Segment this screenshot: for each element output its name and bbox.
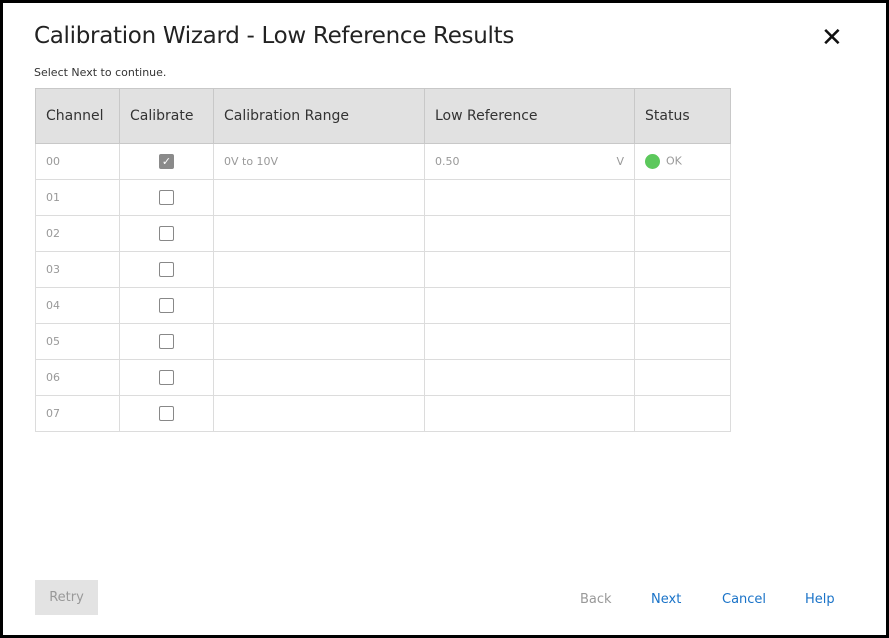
status-cell: OK — [634, 143, 731, 180]
header-calibration-range: Calibration Range — [213, 88, 425, 144]
range-cell — [213, 323, 425, 360]
status-dot-icon — [645, 154, 660, 169]
channel-cell: 06 — [35, 359, 120, 396]
next-button[interactable]: Next — [651, 592, 682, 607]
low-reference-value: 0.50 — [435, 155, 460, 168]
low-reference-cell — [424, 179, 635, 216]
table-row: 03 — [35, 251, 731, 288]
calibrate-checkbox[interactable] — [159, 334, 174, 349]
range-cell: 0V to 10V — [213, 143, 425, 180]
unit-label: V — [616, 155, 624, 168]
range-cell — [213, 287, 425, 324]
range-cell — [213, 179, 425, 216]
range-cell — [213, 395, 425, 432]
calibrate-checkbox[interactable]: ✓ — [159, 154, 174, 169]
channel-cell: 07 — [35, 395, 120, 432]
calibrate-cell — [119, 287, 214, 324]
channel-cell: 04 — [35, 287, 120, 324]
channel-cell: 03 — [35, 251, 120, 288]
calibrate-cell — [119, 179, 214, 216]
back-button[interactable]: Back — [580, 592, 612, 607]
table-header: Channel Calibrate Calibration Range Low … — [35, 88, 731, 144]
status-cell — [634, 251, 731, 288]
low-reference-cell — [424, 359, 635, 396]
calibrate-cell — [119, 251, 214, 288]
status-cell — [634, 323, 731, 360]
status-cell — [634, 287, 731, 324]
status-text: OK — [666, 154, 682, 168]
channel-cell: 02 — [35, 215, 120, 252]
calibrate-cell — [119, 395, 214, 432]
calibration-dialog: Calibration Wizard - Low Reference Resul… — [3, 3, 886, 635]
header-low-reference: Low Reference — [424, 88, 635, 144]
channel-cell: 05 — [35, 323, 120, 360]
low-reference-cell — [424, 287, 635, 324]
table-row: 05 — [35, 323, 731, 360]
low-reference-cell — [424, 215, 635, 252]
instruction-text: Select Next to continue. — [34, 66, 167, 79]
header-channel: Channel — [35, 88, 120, 144]
table-row: 07 — [35, 395, 731, 432]
calibrate-checkbox[interactable] — [159, 226, 174, 241]
table-row: 06 — [35, 359, 731, 396]
table-row: 02 — [35, 215, 731, 252]
channel-cell: 00 — [35, 143, 120, 180]
low-reference-cell: 0.50 V — [424, 143, 635, 180]
range-cell — [213, 251, 425, 288]
dialog-title: Calibration Wizard - Low Reference Resul… — [34, 23, 515, 49]
calibrate-checkbox[interactable] — [159, 406, 174, 421]
calibrate-checkbox[interactable] — [159, 190, 174, 205]
table-row: 01 — [35, 179, 731, 216]
channel-table: Channel Calibrate Calibration Range Low … — [35, 88, 731, 432]
close-icon[interactable]: ✕ — [821, 23, 843, 53]
low-reference-cell — [424, 395, 635, 432]
help-button[interactable]: Help — [805, 592, 835, 607]
calibrate-checkbox[interactable] — [159, 298, 174, 313]
calibrate-cell — [119, 323, 214, 360]
low-reference-cell — [424, 251, 635, 288]
status-cell — [634, 359, 731, 396]
calibrate-cell — [119, 215, 214, 252]
status-cell — [634, 395, 731, 432]
cancel-button[interactable]: Cancel — [722, 592, 767, 607]
header-calibrate: Calibrate — [119, 88, 214, 144]
header-status: Status — [634, 88, 731, 144]
calibrate-cell: ✓ — [119, 143, 214, 180]
calibrate-checkbox[interactable] — [159, 370, 174, 385]
range-cell — [213, 215, 425, 252]
table-row: 00 ✓ 0V to 10V 0.50 V OK — [35, 143, 731, 180]
calibrate-checkbox[interactable] — [159, 262, 174, 277]
channel-cell: 01 — [35, 179, 120, 216]
range-cell — [213, 359, 425, 396]
retry-button[interactable]: Retry — [35, 580, 98, 615]
low-reference-cell — [424, 323, 635, 360]
status-cell — [634, 215, 731, 252]
status-cell — [634, 179, 731, 216]
calibrate-cell — [119, 359, 214, 396]
table-row: 04 — [35, 287, 731, 324]
